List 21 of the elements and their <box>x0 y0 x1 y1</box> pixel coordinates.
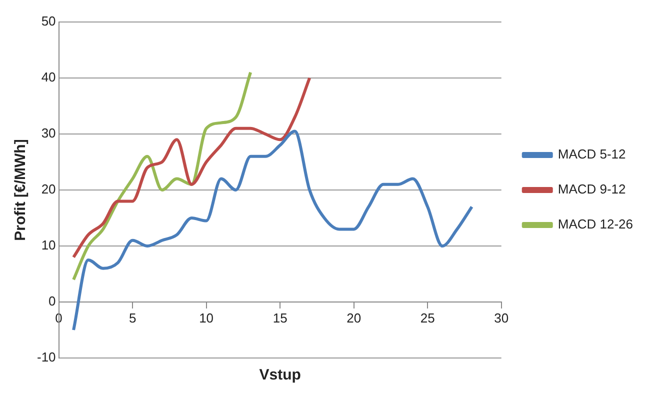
y-axis-title: Profit [€/MWh] <box>12 139 30 241</box>
line-series <box>72 70 252 282</box>
legend-label: MACD 9-12 <box>558 182 626 197</box>
y-tick-label: 40 <box>41 70 56 85</box>
y-tick-label: 0 <box>48 294 56 309</box>
y-tick-label: 50 <box>41 14 56 29</box>
x-tick-label: 20 <box>346 310 362 326</box>
y-tick-label: 30 <box>41 126 56 141</box>
y-tick-label: 10 <box>41 238 56 253</box>
legend-label: MACD 5-12 <box>558 146 626 162</box>
y-tick-label: -10 <box>36 350 56 365</box>
x-tick-label: 10 <box>199 310 214 326</box>
line-series <box>72 130 474 332</box>
x-tick-label: 25 <box>420 310 435 326</box>
x-tick-label: 5 <box>128 310 136 326</box>
legend-label: MACD 12-26 <box>558 216 634 232</box>
y-tick-label: 20 <box>41 182 56 197</box>
x-tick-label: 30 <box>494 310 509 326</box>
x-axis-title: Vstup <box>259 366 301 384</box>
x-tick-label: 15 <box>272 310 288 326</box>
line-series <box>72 76 312 259</box>
